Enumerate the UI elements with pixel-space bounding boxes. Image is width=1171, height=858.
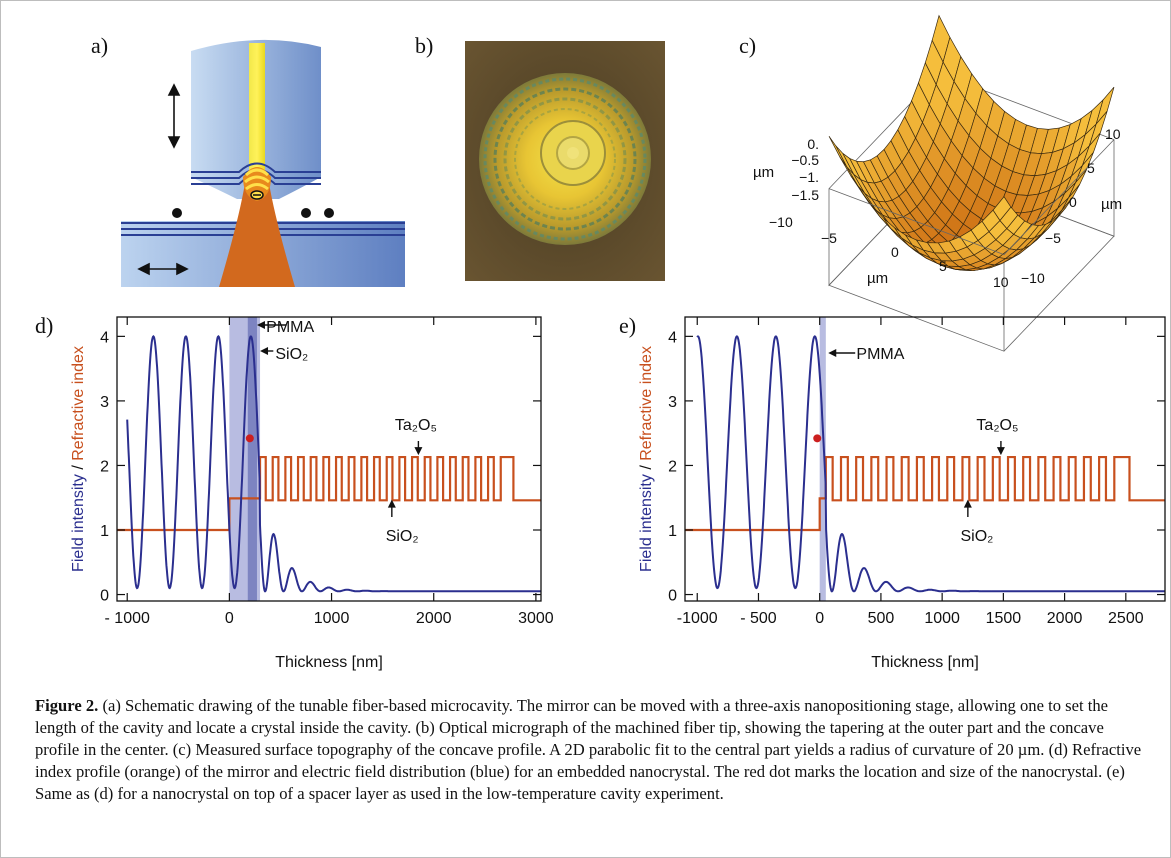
refractive-index-series bbox=[117, 455, 541, 532]
y-tick-label: 0 bbox=[668, 588, 677, 605]
z-tick-2: −1. bbox=[799, 169, 819, 185]
plot-frame bbox=[116, 316, 542, 602]
y-label-index: Refractive index bbox=[638, 346, 655, 461]
sio2-top-label: SiO₂ bbox=[275, 346, 308, 363]
x-tick-4: 10 bbox=[993, 274, 1009, 290]
box-edge bbox=[828, 139, 1115, 256]
y-tick-label: 3 bbox=[668, 394, 677, 411]
surface-plot: µm 0. −0.5 −1. −1.5 −10 −5 0 5 10 µm 10 … bbox=[753, 14, 1122, 352]
x-axis-label: Thickness [nm] bbox=[275, 654, 383, 671]
sio2-top-arrow-head bbox=[260, 347, 269, 355]
ta2o5-arrow-head bbox=[414, 447, 423, 456]
micrograph bbox=[465, 41, 665, 281]
vertical-arrow bbox=[167, 83, 181, 149]
y-tick-4: −10 bbox=[1021, 270, 1045, 286]
x-tick-label: 0 bbox=[225, 610, 234, 627]
x-axis-label: µm bbox=[867, 270, 888, 287]
field-intensity-series bbox=[126, 334, 541, 593]
y-tick-label: 0 bbox=[100, 588, 109, 605]
horizontal-arrow bbox=[137, 262, 189, 276]
panel-label-e: e) bbox=[619, 313, 637, 338]
panel-label-b: b) bbox=[415, 33, 434, 58]
x-tick-label: 2500 bbox=[1108, 610, 1144, 627]
pmma-arrow-head bbox=[828, 349, 837, 357]
figure-caption: Figure 2. (a) Schematic drawing of the t… bbox=[35, 695, 1145, 805]
x-tick-label: 1500 bbox=[986, 610, 1022, 627]
z-tick-1: −0.5 bbox=[791, 152, 819, 168]
pmma-arrow-head bbox=[256, 321, 265, 329]
y-tick-label: 1 bbox=[668, 523, 677, 540]
z-tick-3: −1.5 bbox=[791, 187, 819, 203]
y-tick-label: 2 bbox=[668, 458, 677, 475]
surface-patch bbox=[992, 196, 1012, 222]
y-tick-label: 4 bbox=[100, 329, 109, 346]
z-axis-label: µm bbox=[753, 164, 774, 181]
field-intensity-series bbox=[696, 335, 1165, 593]
y-tick-2: 0 bbox=[1069, 194, 1077, 210]
x-tick-label: 3000 bbox=[518, 610, 554, 627]
x-tick-label: 2000 bbox=[1047, 610, 1083, 627]
y-tick-1: 5 bbox=[1087, 160, 1095, 176]
x-tick-label: 0 bbox=[815, 610, 824, 627]
plot-frame bbox=[684, 316, 1166, 602]
caption-text: (a) Schematic drawing of the tunable fib… bbox=[35, 696, 1142, 803]
y-axis-label: µm bbox=[1101, 196, 1122, 213]
x-tick-label: -1000 bbox=[677, 610, 718, 627]
surface-patch bbox=[828, 135, 848, 168]
chart-d: - 1000 0 1000 2000 3000 0 1 2 3 4 Thickness [nm] Fi… bbox=[70, 316, 554, 671]
nanocrystal-dot bbox=[813, 434, 822, 443]
y-label-sep: / bbox=[638, 461, 655, 474]
y-label-field: Field intensity bbox=[70, 474, 87, 572]
pmma-label: PMMA bbox=[856, 346, 904, 363]
x-tick-2: 0 bbox=[891, 244, 899, 260]
x-tick-label: - 500 bbox=[740, 610, 777, 627]
fiber-core bbox=[249, 43, 265, 175]
y-tick-label: 1 bbox=[100, 523, 109, 540]
x-axis-label: Thickness [nm] bbox=[871, 654, 979, 671]
schematic-drawing bbox=[121, 39, 405, 287]
y-label-sep: / bbox=[70, 461, 87, 474]
pmma-label: PMMA bbox=[266, 319, 314, 336]
y-tick-label: 3 bbox=[100, 394, 109, 411]
sio2-bottom-label: SiO₂ bbox=[961, 528, 994, 545]
y-axis-label: Field intensity / Refractive index bbox=[70, 346, 87, 572]
y-label-field: Field intensity bbox=[638, 474, 655, 572]
x-tick-label: 1000 bbox=[314, 610, 350, 627]
nanocrystal-dot bbox=[245, 434, 254, 443]
nanocrystal bbox=[172, 208, 182, 218]
y-tick-3: −5 bbox=[1045, 230, 1061, 246]
x-tick-label: - 1000 bbox=[105, 610, 150, 627]
refractive-index-series bbox=[685, 455, 1165, 532]
x-tick-label: 1000 bbox=[924, 610, 960, 627]
sio2-bottom-arrow-head bbox=[387, 499, 396, 508]
cavity-mode bbox=[219, 183, 295, 287]
x-tick-label: 500 bbox=[868, 610, 895, 627]
y-label-index: Refractive index bbox=[70, 346, 87, 461]
y-tick-label: 2 bbox=[100, 458, 109, 475]
y-tick-0: 10 bbox=[1105, 126, 1121, 142]
x-tick-1: −5 bbox=[821, 230, 837, 246]
sio2-bottom-label: SiO₂ bbox=[386, 528, 419, 545]
x-tick-3: 5 bbox=[939, 258, 947, 274]
shaded-layer bbox=[819, 317, 826, 601]
ta2o5-label: Ta₂O₅ bbox=[976, 417, 1018, 434]
x-tick-label: 2000 bbox=[416, 610, 452, 627]
z-tick-0: 0. bbox=[807, 136, 819, 152]
ta2o5-arrow-head bbox=[996, 447, 1005, 456]
panel-label-c: c) bbox=[739, 33, 757, 58]
ta2o5-label: Ta₂O₅ bbox=[395, 417, 437, 434]
panel-label-a: a) bbox=[91, 33, 109, 58]
panel-label-d: d) bbox=[35, 313, 54, 338]
chart-e: -1000 - 500 0 500 1000 1500 2000 2500 0 1 2 3 4 Thick… bbox=[638, 316, 1166, 671]
shaded-layer bbox=[247, 317, 257, 601]
y-tick-label: 4 bbox=[668, 329, 677, 346]
x-tick-0: −10 bbox=[769, 214, 793, 230]
sio2-bottom-arrow-head bbox=[963, 499, 972, 508]
y-axis-label: Field intensity / Refractive index bbox=[638, 346, 655, 572]
caption-label: Figure 2. bbox=[35, 696, 99, 715]
